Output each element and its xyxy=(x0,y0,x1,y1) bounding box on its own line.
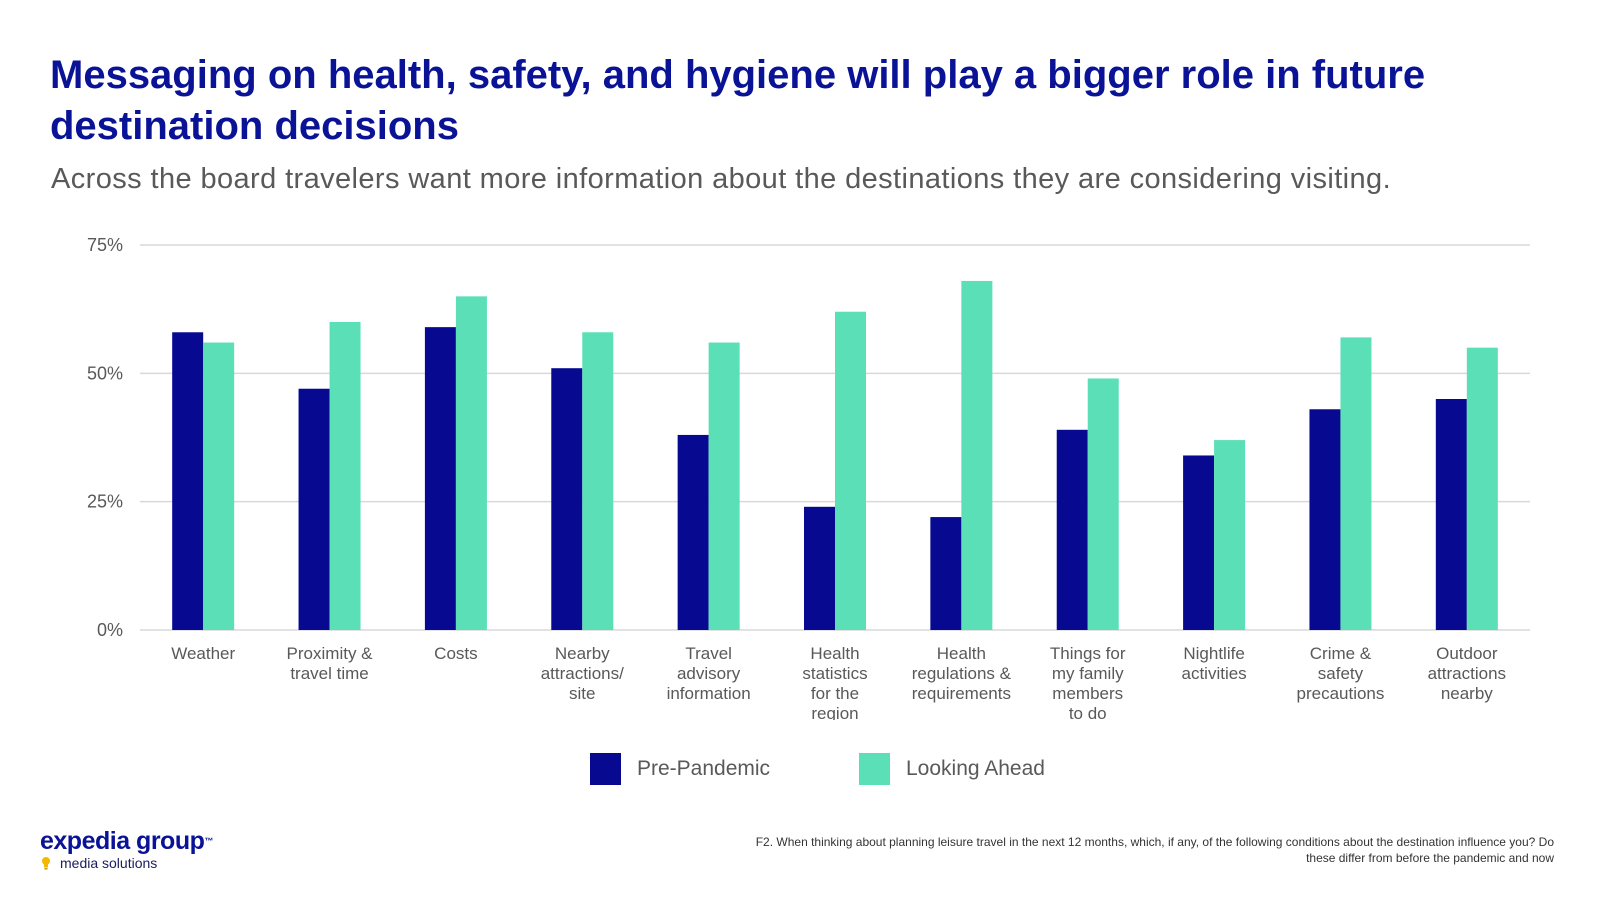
bar-pre-pandemic xyxy=(1183,455,1215,630)
bar-looking-ahead xyxy=(455,296,487,630)
category-label: Nightlife activities xyxy=(1181,644,1246,683)
bar-looking-ahead xyxy=(582,332,614,630)
category-label: Health regulations & requirements xyxy=(912,644,1012,703)
survey-footnote: F2. When thinking about planning leisure… xyxy=(755,835,1554,865)
y-axis-ticks: 0% 25% 50% 75% xyxy=(87,235,123,640)
bar-pre-pandemic xyxy=(424,327,456,630)
y-tick-label: 75% xyxy=(87,235,123,255)
bar-looking-ahead xyxy=(203,342,235,630)
category-label: Things for my family members to do xyxy=(1050,644,1126,720)
bar-looking-ahead xyxy=(1214,440,1246,630)
bar-looking-ahead xyxy=(1466,347,1498,630)
bar-pre-pandemic xyxy=(1309,409,1341,630)
category-label: Proximity & travel time xyxy=(287,644,374,683)
legend-label-looking-ahead: Looking Ahead xyxy=(906,757,1045,780)
category-label: Health statistics for the region xyxy=(802,644,867,720)
bar-looking-ahead xyxy=(1340,337,1372,630)
bar-pre-pandemic xyxy=(172,332,204,630)
category-label: Nearby attractions/site xyxy=(541,644,624,703)
category-label: Outdoor attractions nearby xyxy=(1428,644,1506,703)
category-label: Travel advisory information xyxy=(667,644,751,703)
category-labels: Weather Proximity & travel time Costs Nearby… xyxy=(171,644,1506,720)
legend-swatch-pre-pandemic xyxy=(590,753,621,785)
bar-pre-pandemic xyxy=(1435,399,1467,630)
bar-pre-pandemic xyxy=(1056,429,1088,630)
bar-pre-pandemic xyxy=(930,517,962,630)
lightbulb-icon xyxy=(42,857,50,870)
bar-looking-ahead xyxy=(329,322,361,630)
slide-subtitle: Across the board travelers want more inf… xyxy=(51,163,1392,195)
logo-main-text: expedia group xyxy=(40,827,205,855)
legend-item-pre-pandemic: Pre-Pandemic xyxy=(590,753,770,785)
bar-looking-ahead xyxy=(1087,378,1119,630)
legend-label-pre-pandemic: Pre-Pandemic xyxy=(637,757,771,780)
legend-swatch-looking-ahead xyxy=(859,753,890,785)
logo-wordmark: expedia group™ xyxy=(40,828,213,854)
bars xyxy=(172,280,1498,630)
bar-chart: 0% 25% 50% 75% Weather Proximity & travel tim… xyxy=(87,235,1530,720)
logo-subtitle-text: media solutions xyxy=(60,855,158,871)
bar-pre-pandemic xyxy=(804,506,835,630)
logo-trademark: ™ xyxy=(204,836,213,846)
y-tick-label: 0% xyxy=(97,620,123,640)
legend-item-looking-ahead: Looking Ahead xyxy=(859,753,1045,785)
bar-looking-ahead xyxy=(835,311,866,630)
expedia-group-logo: expedia group™ media solutions xyxy=(40,828,213,871)
category-label: Costs xyxy=(434,644,477,663)
bar-pre-pandemic xyxy=(551,368,583,630)
category-label: Crime & safety precautions xyxy=(1297,644,1385,703)
bar-looking-ahead xyxy=(708,342,740,630)
logo-subtitle: media solutions xyxy=(40,855,213,871)
bar-pre-pandemic xyxy=(298,388,330,630)
y-tick-label: 25% xyxy=(87,492,123,512)
slide-title: Messaging on health, safety, and hygiene… xyxy=(50,53,1426,148)
bar-looking-ahead xyxy=(961,280,993,630)
bar-pre-pandemic xyxy=(677,434,709,630)
chart-legend: Pre-Pandemic Looking Ahead xyxy=(0,753,1600,787)
y-tick-label: 50% xyxy=(87,363,123,383)
category-label: Weather xyxy=(171,644,235,663)
